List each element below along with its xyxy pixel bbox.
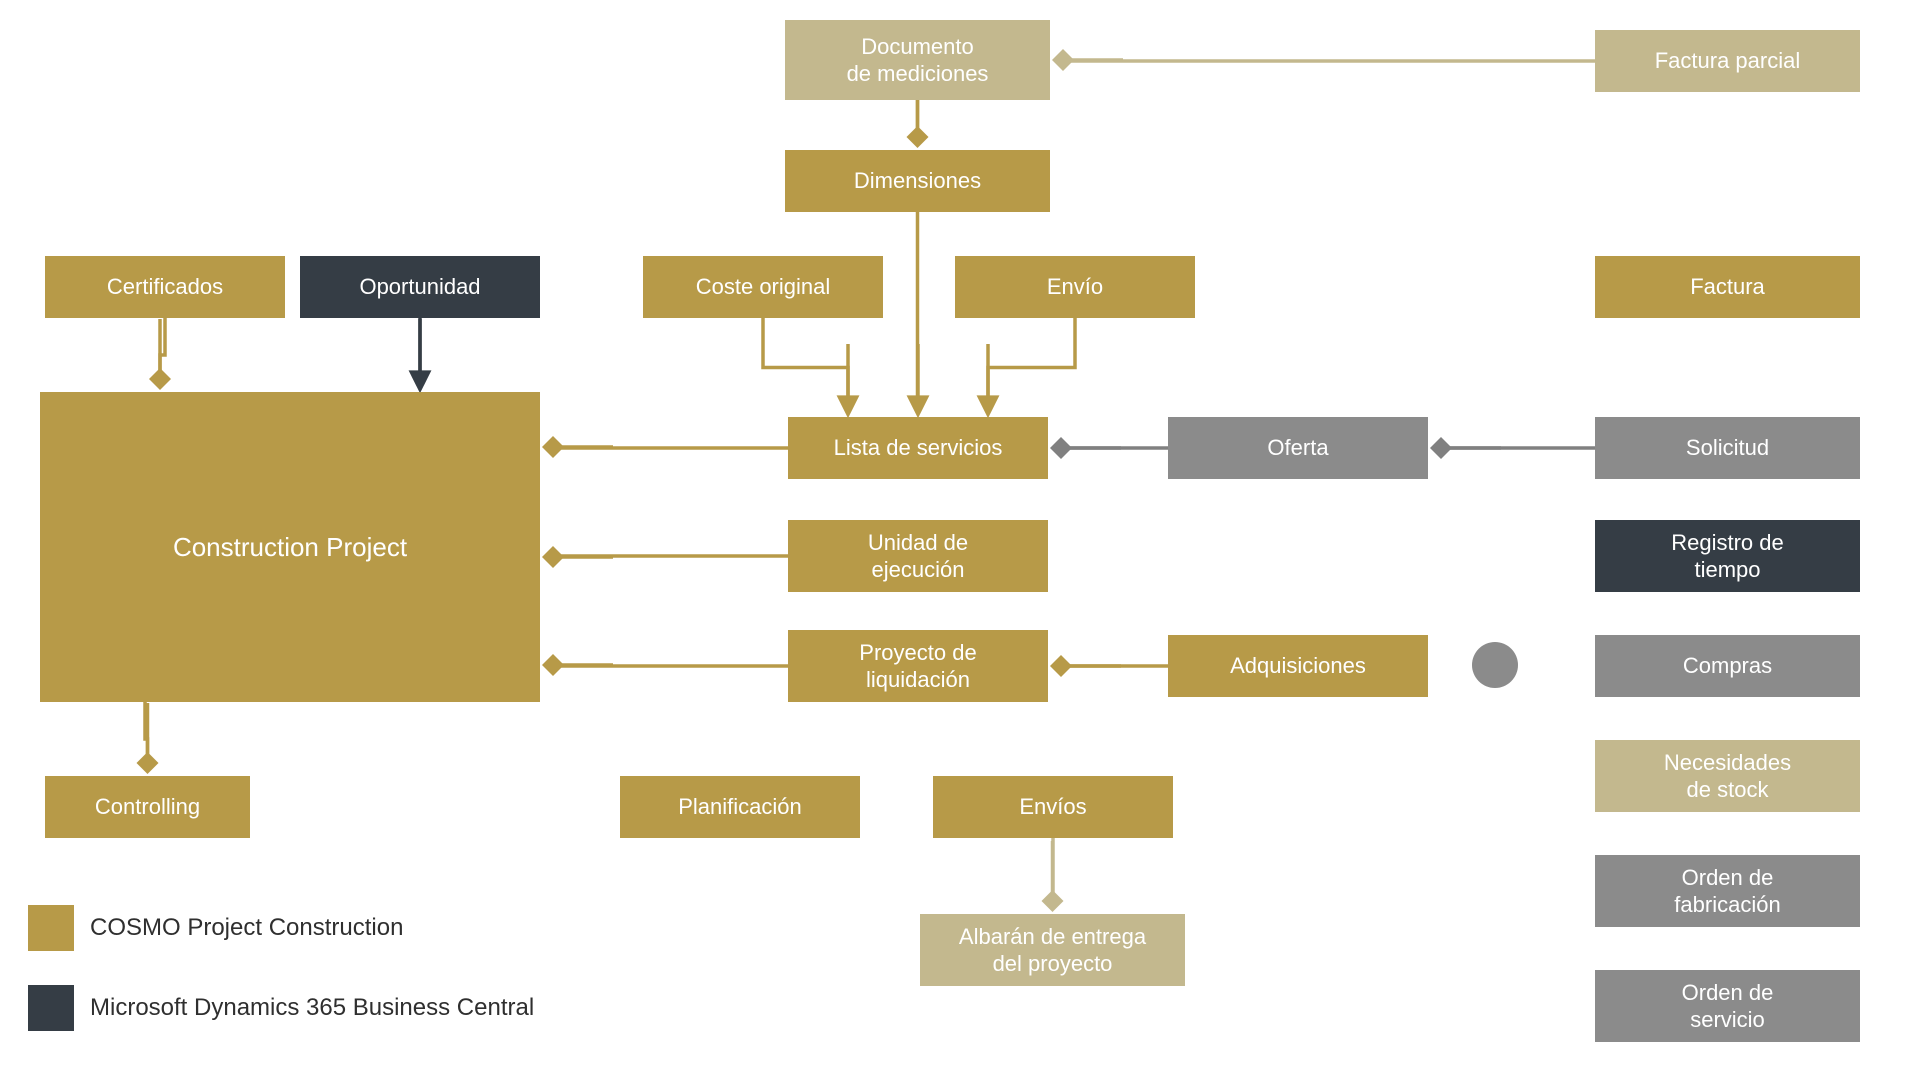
connector-dot [1472,642,1518,688]
diagram-canvas: Documento de mediciones Factura parcial Di… [0,0,1920,1080]
node-construction: Construction Project [40,392,540,702]
legend-label-0: COSMO Project Construction [90,905,403,951]
node-compras: Compras [1595,635,1860,697]
legend-swatch-1 [28,985,74,1031]
node-proyecto_liq: Proyecto de liquidación [788,630,1048,702]
node-controlling: Controlling [45,776,250,838]
node-envios: Envíos [933,776,1173,838]
node-unidad_ejecucion: Unidad de ejecución [788,520,1048,592]
node-adquisiciones: Adquisiciones [1168,635,1428,697]
node-necesidades: Necesidades de stock [1595,740,1860,812]
node-albaran: Albarán de entrega del proyecto [920,914,1185,986]
node-solicitud: Solicitud [1595,417,1860,479]
node-oportunidad: Oportunidad [300,256,540,318]
legend-swatch-0 [28,905,74,951]
node-dimensiones: Dimensiones [785,150,1050,212]
node-coste_original: Coste original [643,256,883,318]
node-factura_parcial: Factura parcial [1595,30,1860,92]
node-orden_fab: Orden de fabricación [1595,855,1860,927]
node-doc_mediciones: Documento de mediciones [785,20,1050,100]
node-orden_serv: Orden de servicio [1595,970,1860,1042]
node-oferta: Oferta [1168,417,1428,479]
node-envio: Envío [955,256,1195,318]
node-factura: Factura [1595,256,1860,318]
legend-label-1: Microsoft Dynamics 365 Business Central [90,985,534,1031]
node-registro_tiempo: Registro de tiempo [1595,520,1860,592]
node-certificados: Certificados [45,256,285,318]
node-planificacion: Planificación [620,776,860,838]
node-lista_servicios: Lista de servicios [788,417,1048,479]
